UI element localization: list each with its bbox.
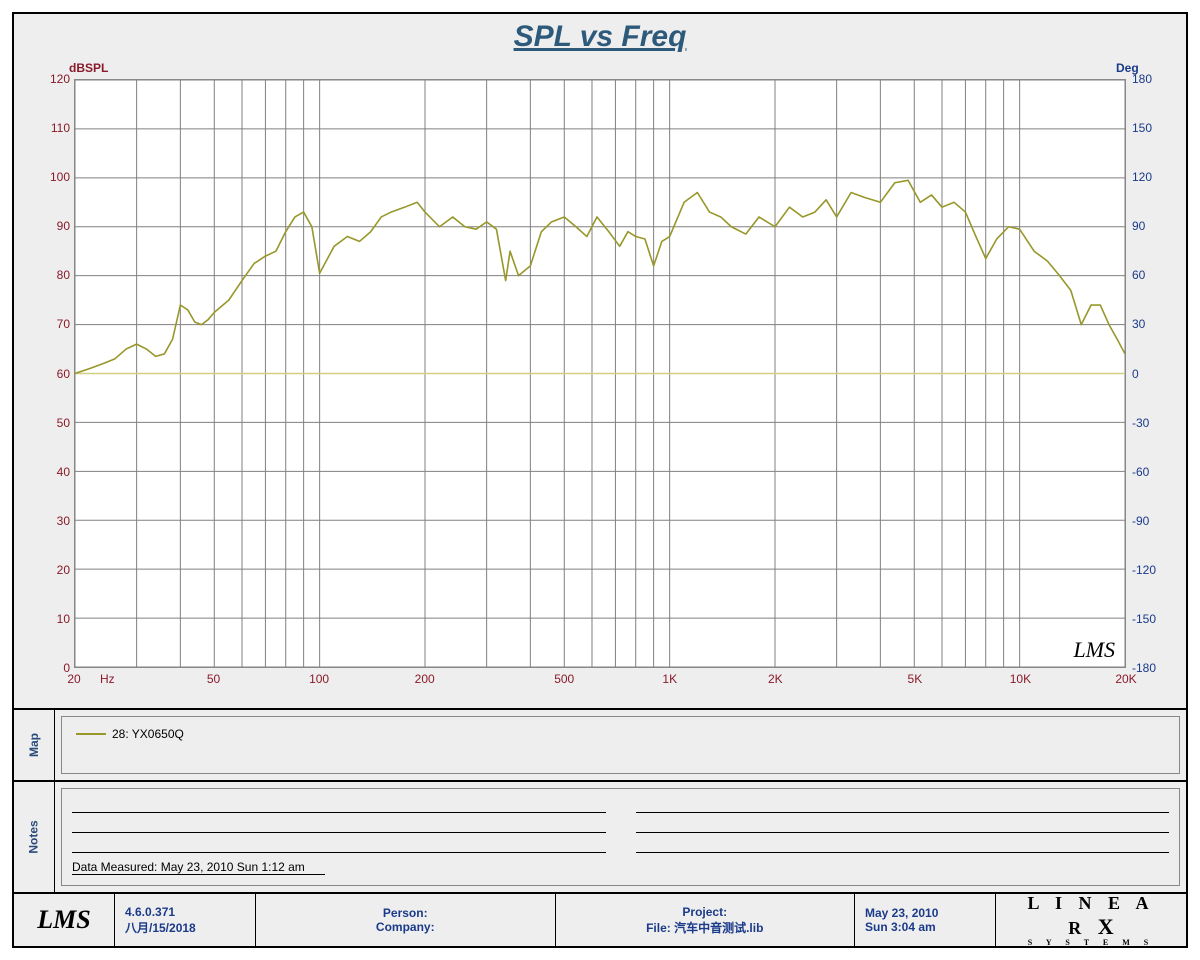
notes-tab: Notes	[14, 782, 55, 892]
watermark: LMS	[1073, 637, 1115, 663]
y-left-axis-label: dBSPL	[69, 61, 108, 75]
notes-panel: Notes Data Measured: May 23, 2010 Sun 1:…	[14, 782, 1186, 894]
footer-file-label: File: 汽车中音测试.lib	[646, 919, 763, 936]
legend-item: 28: YX0650Q	[76, 725, 1165, 743]
footer-date2: Sun 3:04 am	[865, 920, 985, 934]
legend-panel: Map 28: YX0650Q	[14, 710, 1186, 782]
footer: LMS 4.6.0.371 八月/15/2018 Person: Company…	[14, 894, 1186, 946]
footer-lms-logo: LMS	[37, 905, 90, 935]
footer-print-date: 八月/15/2018	[125, 919, 245, 936]
chart-panel: SPL vs Freq dBSPL Deg LMS 01020304050607…	[14, 14, 1186, 710]
chart-title: SPL vs Freq	[14, 20, 1186, 54]
footer-person-label: Person:	[383, 906, 428, 920]
legend-body: 28: YX0650Q	[61, 716, 1180, 774]
footer-version: 4.6.0.371	[125, 905, 245, 919]
footer-company-label: Company:	[376, 920, 435, 934]
notes-body: Data Measured: May 23, 2010 Sun 1:12 am	[61, 788, 1180, 886]
footer-brand: L I N E A R X S Y S T E M S	[1006, 893, 1176, 947]
legend-tab: Map	[14, 710, 55, 780]
notes-measured: Data Measured: May 23, 2010 Sun 1:12 am	[72, 860, 325, 875]
footer-date1: May 23, 2010	[865, 906, 985, 920]
plot-area: LMS	[74, 79, 1126, 668]
footer-project-label: Project:	[682, 905, 727, 919]
